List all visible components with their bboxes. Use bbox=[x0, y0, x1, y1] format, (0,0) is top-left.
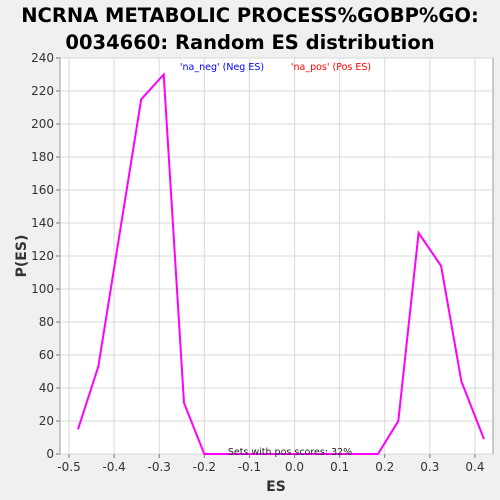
y-tick-label: 100 bbox=[31, 282, 54, 296]
pos-scores-annotation: Sets with pos scores: 32% bbox=[228, 447, 352, 458]
y-tick-label: 20 bbox=[39, 414, 54, 428]
y-tick-label: 220 bbox=[31, 84, 54, 98]
y-tick-label: 0 bbox=[46, 447, 54, 461]
grid bbox=[60, 57, 493, 455]
y-tick-label: 200 bbox=[31, 117, 54, 131]
x-tick-label: 0.4 bbox=[465, 460, 484, 474]
series-line bbox=[77, 72, 485, 455]
x-tick-label: -0.1 bbox=[238, 460, 261, 474]
x-tick-label: 0.1 bbox=[330, 460, 349, 474]
x-axis-label: ES bbox=[266, 479, 286, 495]
y-tick-label: 60 bbox=[39, 348, 54, 362]
x-tick-label: -0.2 bbox=[193, 460, 216, 474]
y-tick-label: 140 bbox=[31, 216, 54, 230]
legend-entry: 'na_pos' (Pos ES) bbox=[291, 62, 371, 73]
x-tick-label: 0.2 bbox=[375, 460, 394, 474]
legend: 'na_neg' (Neg ES) 'na_pos' (Pos ES) bbox=[180, 62, 371, 73]
x-tick-label: 0.0 bbox=[285, 460, 304, 474]
axis-ticks: 0 20 40 60 80 100 120 140 160 180 200 220 240 -0.5 -0.… bbox=[31, 51, 484, 474]
y-tick-label: 160 bbox=[31, 183, 54, 197]
y-axis-label: P(ES) bbox=[14, 235, 30, 278]
x-tick-label: -0.3 bbox=[148, 460, 171, 474]
x-tick-label: -0.5 bbox=[57, 460, 80, 474]
y-tick-label: 80 bbox=[39, 315, 54, 329]
y-tick-label: 120 bbox=[31, 249, 54, 263]
chart-title: NCRNA METABOLIC PROCESS%GOBP%GO: 0034660… bbox=[0, 2, 500, 56]
y-tick-label: 180 bbox=[31, 150, 54, 164]
chart-title-line-1: NCRNA METABOLIC PROCESS%GOBP%GO: bbox=[21, 4, 479, 27]
y-tick-label: 40 bbox=[39, 381, 54, 395]
chart-title-line-2: 0034660: Random ES distribution bbox=[65, 31, 435, 54]
series-lines bbox=[77, 72, 485, 455]
x-tick-label: 0.3 bbox=[420, 460, 439, 474]
legend-entry: 'na_neg' (Neg ES) bbox=[180, 62, 264, 73]
y-tick-label: 240 bbox=[31, 51, 54, 65]
x-tick-label: -0.4 bbox=[102, 460, 125, 474]
